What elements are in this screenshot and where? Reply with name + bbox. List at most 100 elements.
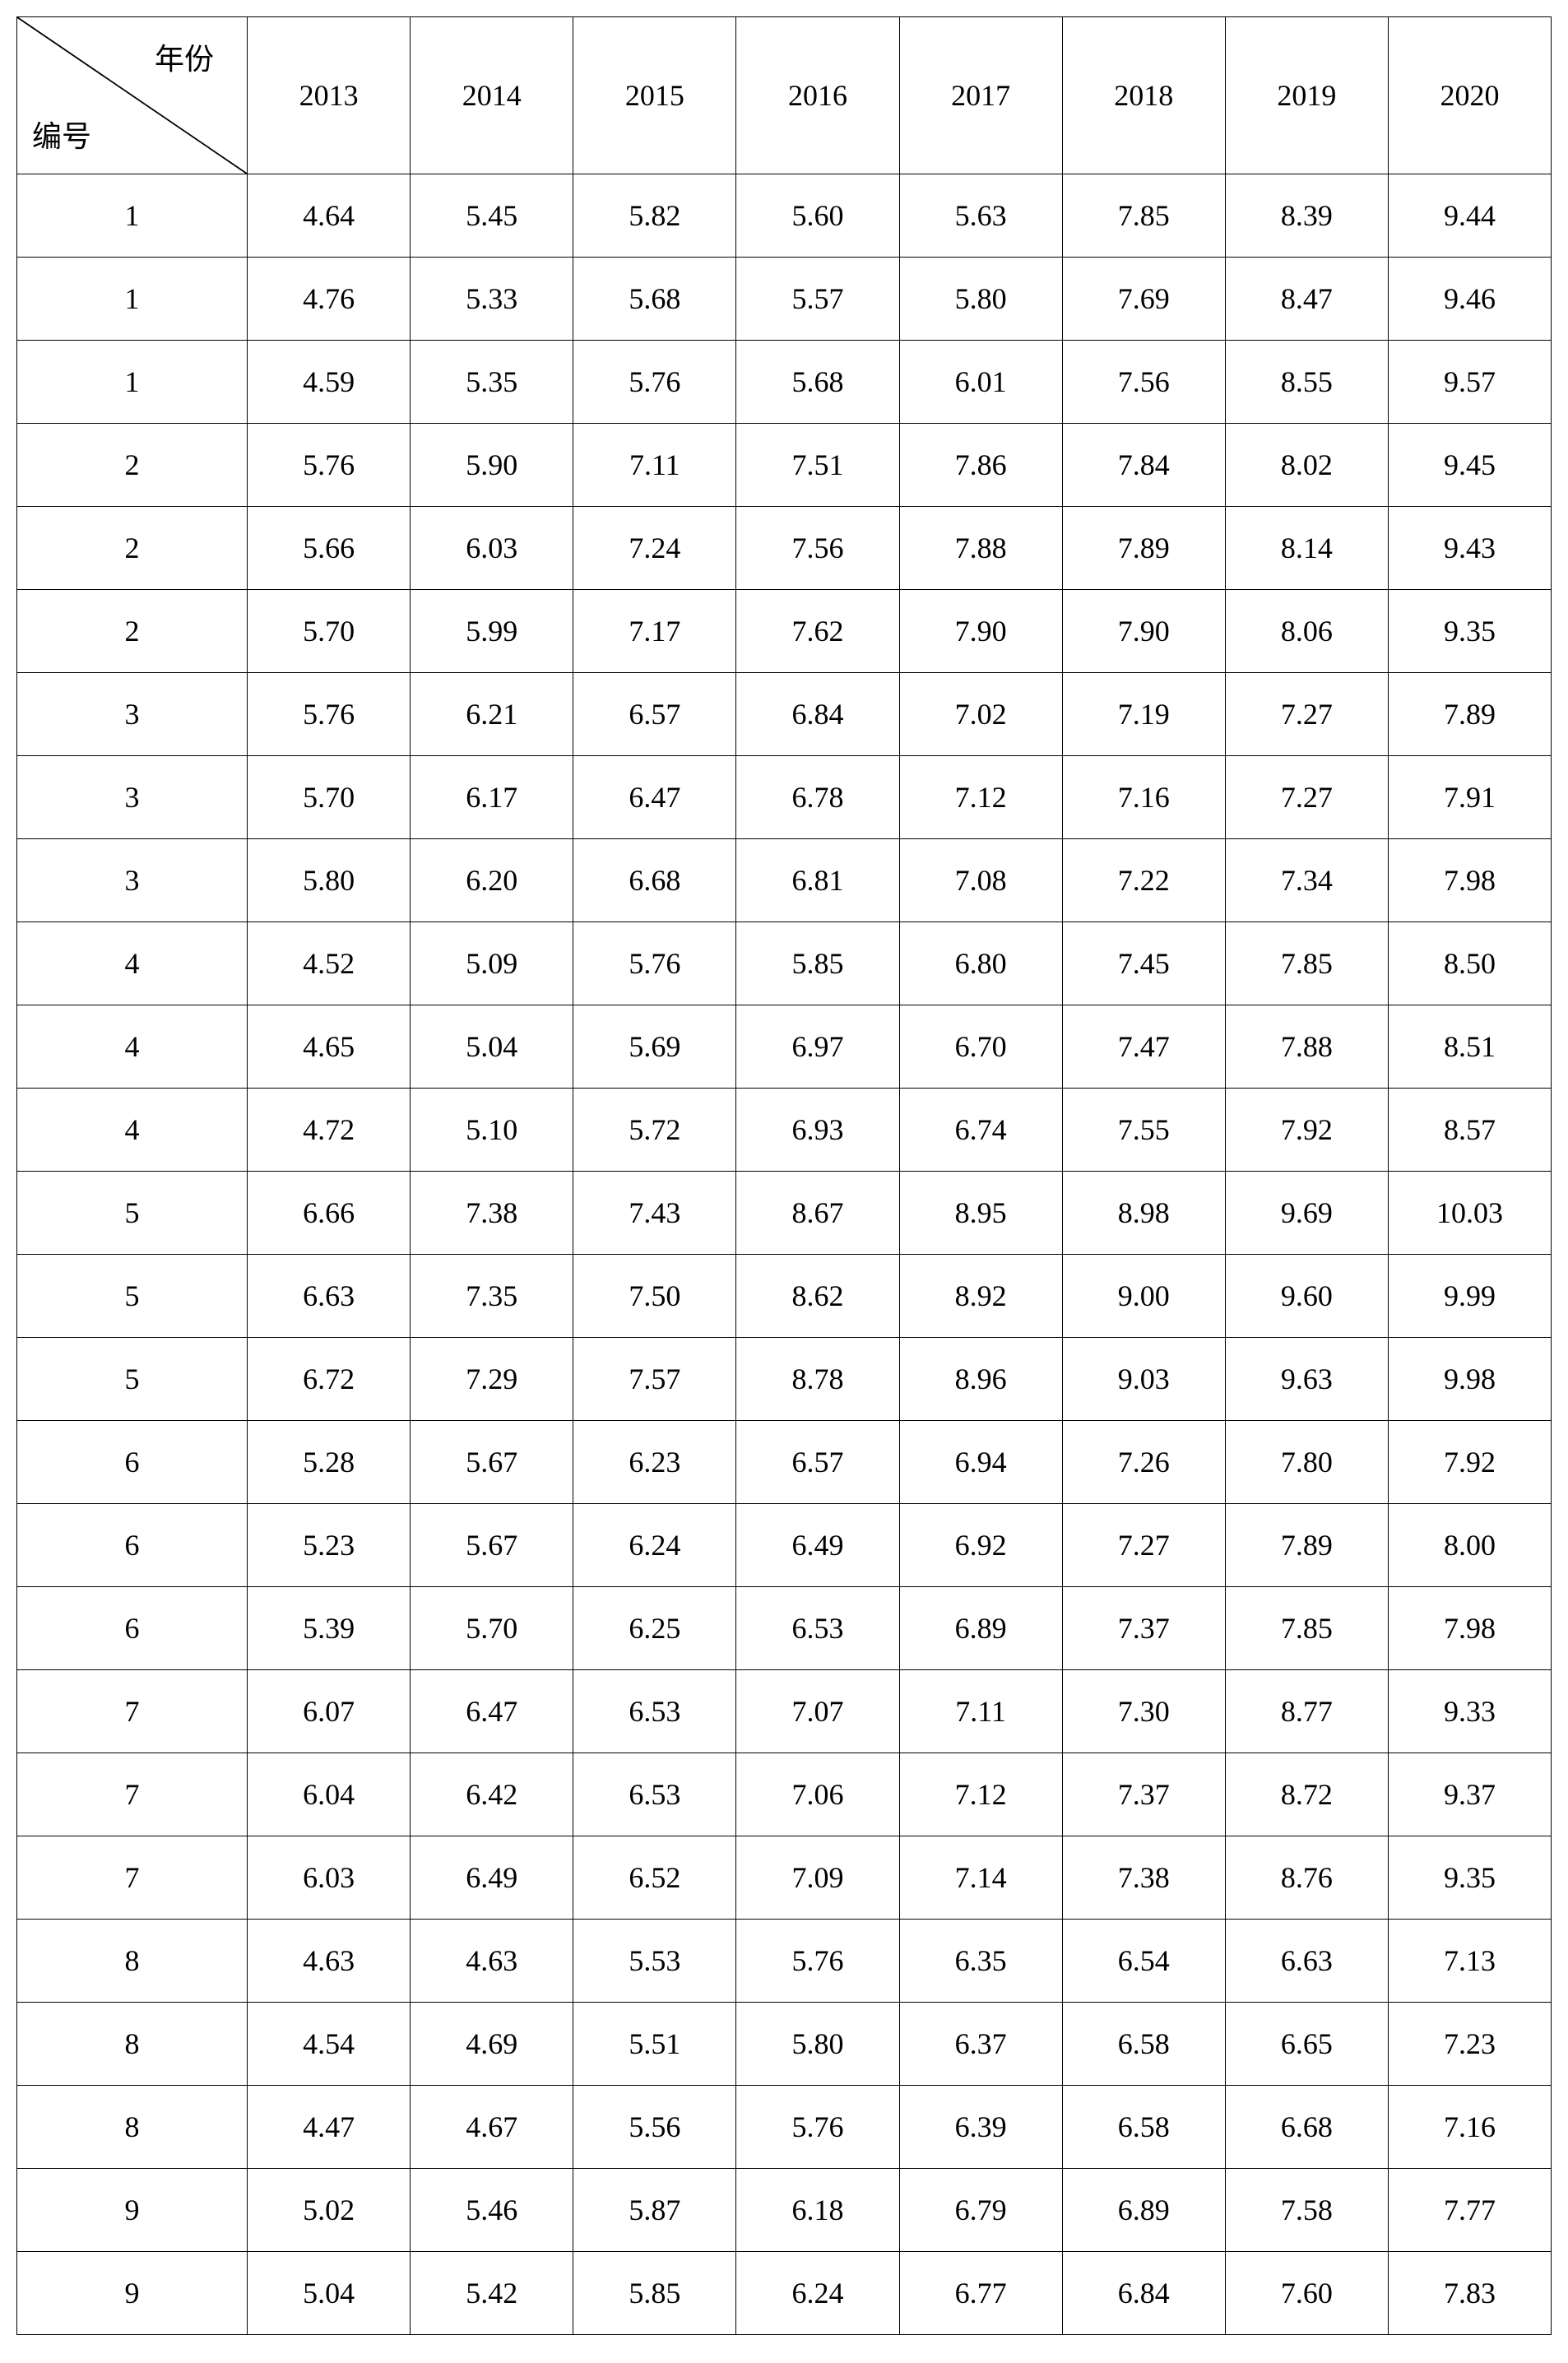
value-cell: 8.77 bbox=[1225, 1670, 1388, 1753]
value-cell: 8.78 bbox=[736, 1338, 899, 1421]
table-row: 14.765.335.685.575.807.698.479.46 bbox=[17, 258, 1552, 341]
value-cell: 5.76 bbox=[248, 424, 411, 507]
value-cell: 7.27 bbox=[1225, 673, 1388, 756]
value-cell: 5.80 bbox=[736, 2003, 899, 2086]
table-row: 84.634.635.535.766.356.546.637.13 bbox=[17, 1920, 1552, 2003]
row-id-cell: 5 bbox=[17, 1255, 248, 1338]
value-cell: 6.52 bbox=[573, 1836, 736, 1920]
value-cell: 6.58 bbox=[1062, 2086, 1225, 2169]
value-cell: 7.84 bbox=[1062, 424, 1225, 507]
row-id-cell: 9 bbox=[17, 2252, 248, 2335]
value-cell: 5.35 bbox=[411, 341, 573, 424]
row-id-cell: 7 bbox=[17, 1670, 248, 1753]
value-cell: 5.87 bbox=[573, 2169, 736, 2252]
value-cell: 6.84 bbox=[1062, 2252, 1225, 2335]
value-cell: 5.60 bbox=[736, 174, 899, 258]
value-cell: 6.53 bbox=[573, 1753, 736, 1836]
value-cell: 5.10 bbox=[411, 1089, 573, 1172]
value-cell: 6.03 bbox=[411, 507, 573, 590]
value-cell: 6.74 bbox=[899, 1089, 1062, 1172]
value-cell: 7.98 bbox=[1388, 1587, 1551, 1670]
value-cell: 7.85 bbox=[1225, 922, 1388, 1005]
value-cell: 6.58 bbox=[1062, 2003, 1225, 2086]
value-cell: 9.63 bbox=[1225, 1338, 1388, 1421]
corner-cell: 年份 编号 bbox=[17, 17, 248, 174]
table-row: 35.766.216.576.847.027.197.277.89 bbox=[17, 673, 1552, 756]
row-id-cell: 5 bbox=[17, 1172, 248, 1255]
value-cell: 9.46 bbox=[1388, 258, 1551, 341]
corner-bottom-label: 编号 bbox=[32, 113, 91, 156]
value-cell: 5.99 bbox=[411, 590, 573, 673]
value-cell: 7.24 bbox=[573, 507, 736, 590]
value-cell: 5.28 bbox=[248, 1421, 411, 1504]
value-cell: 5.76 bbox=[736, 1920, 899, 2003]
year-header: 2013 bbox=[248, 17, 411, 174]
value-cell: 7.85 bbox=[1225, 1587, 1388, 1670]
value-cell: 6.24 bbox=[573, 1504, 736, 1587]
value-cell: 8.76 bbox=[1225, 1836, 1388, 1920]
value-cell: 7.86 bbox=[899, 424, 1062, 507]
value-cell: 9.69 bbox=[1225, 1172, 1388, 1255]
value-cell: 7.91 bbox=[1388, 756, 1551, 839]
value-cell: 5.51 bbox=[573, 2003, 736, 2086]
table-row: 56.667.387.438.678.958.989.6910.03 bbox=[17, 1172, 1552, 1255]
value-cell: 5.82 bbox=[573, 174, 736, 258]
value-cell: 6.20 bbox=[411, 839, 573, 922]
value-cell: 7.27 bbox=[1225, 756, 1388, 839]
value-cell: 7.77 bbox=[1388, 2169, 1551, 2252]
value-cell: 7.23 bbox=[1388, 2003, 1551, 2086]
year-header: 2016 bbox=[736, 17, 899, 174]
value-cell: 5.66 bbox=[248, 507, 411, 590]
value-cell: 6.21 bbox=[411, 673, 573, 756]
value-cell: 5.46 bbox=[411, 2169, 573, 2252]
value-cell: 4.52 bbox=[248, 922, 411, 1005]
value-cell: 5.39 bbox=[248, 1587, 411, 1670]
value-cell: 5.57 bbox=[736, 258, 899, 341]
value-cell: 8.55 bbox=[1225, 341, 1388, 424]
value-cell: 9.98 bbox=[1388, 1338, 1551, 1421]
value-cell: 5.90 bbox=[411, 424, 573, 507]
value-cell: 7.19 bbox=[1062, 673, 1225, 756]
row-id-cell: 9 bbox=[17, 2169, 248, 2252]
year-header: 2017 bbox=[899, 17, 1062, 174]
value-cell: 7.92 bbox=[1388, 1421, 1551, 1504]
value-cell: 6.37 bbox=[899, 2003, 1062, 2086]
value-cell: 6.23 bbox=[573, 1421, 736, 1504]
value-cell: 7.88 bbox=[1225, 1005, 1388, 1089]
value-cell: 7.85 bbox=[1062, 174, 1225, 258]
value-cell: 5.67 bbox=[411, 1421, 573, 1504]
table-row: 84.474.675.565.766.396.586.687.16 bbox=[17, 2086, 1552, 2169]
value-cell: 5.09 bbox=[411, 922, 573, 1005]
value-cell: 9.43 bbox=[1388, 507, 1551, 590]
value-cell: 7.37 bbox=[1062, 1587, 1225, 1670]
value-cell: 7.11 bbox=[899, 1670, 1062, 1753]
value-cell: 7.62 bbox=[736, 590, 899, 673]
value-cell: 7.56 bbox=[1062, 341, 1225, 424]
value-cell: 7.38 bbox=[1062, 1836, 1225, 1920]
value-cell: 10.03 bbox=[1388, 1172, 1551, 1255]
value-cell: 6.24 bbox=[736, 2252, 899, 2335]
value-cell: 8.06 bbox=[1225, 590, 1388, 673]
value-cell: 7.35 bbox=[411, 1255, 573, 1338]
value-cell: 6.70 bbox=[899, 1005, 1062, 1089]
table-row: 14.595.355.765.686.017.568.559.57 bbox=[17, 341, 1552, 424]
value-cell: 4.47 bbox=[248, 2086, 411, 2169]
value-cell: 7.88 bbox=[899, 507, 1062, 590]
row-id-cell: 4 bbox=[17, 1005, 248, 1089]
value-cell: 4.64 bbox=[248, 174, 411, 258]
value-cell: 7.47 bbox=[1062, 1005, 1225, 1089]
value-cell: 6.92 bbox=[899, 1504, 1062, 1587]
value-cell: 5.53 bbox=[573, 1920, 736, 2003]
value-cell: 5.04 bbox=[248, 2252, 411, 2335]
value-cell: 5.70 bbox=[248, 590, 411, 673]
value-cell: 8.02 bbox=[1225, 424, 1388, 507]
value-cell: 8.14 bbox=[1225, 507, 1388, 590]
row-id-cell: 1 bbox=[17, 174, 248, 258]
corner-top-label: 年份 bbox=[155, 35, 214, 78]
value-cell: 7.60 bbox=[1225, 2252, 1388, 2335]
row-id-cell: 6 bbox=[17, 1421, 248, 1504]
value-cell: 6.77 bbox=[899, 2252, 1062, 2335]
value-cell: 6.17 bbox=[411, 756, 573, 839]
value-cell: 4.63 bbox=[248, 1920, 411, 2003]
value-cell: 4.72 bbox=[248, 1089, 411, 1172]
